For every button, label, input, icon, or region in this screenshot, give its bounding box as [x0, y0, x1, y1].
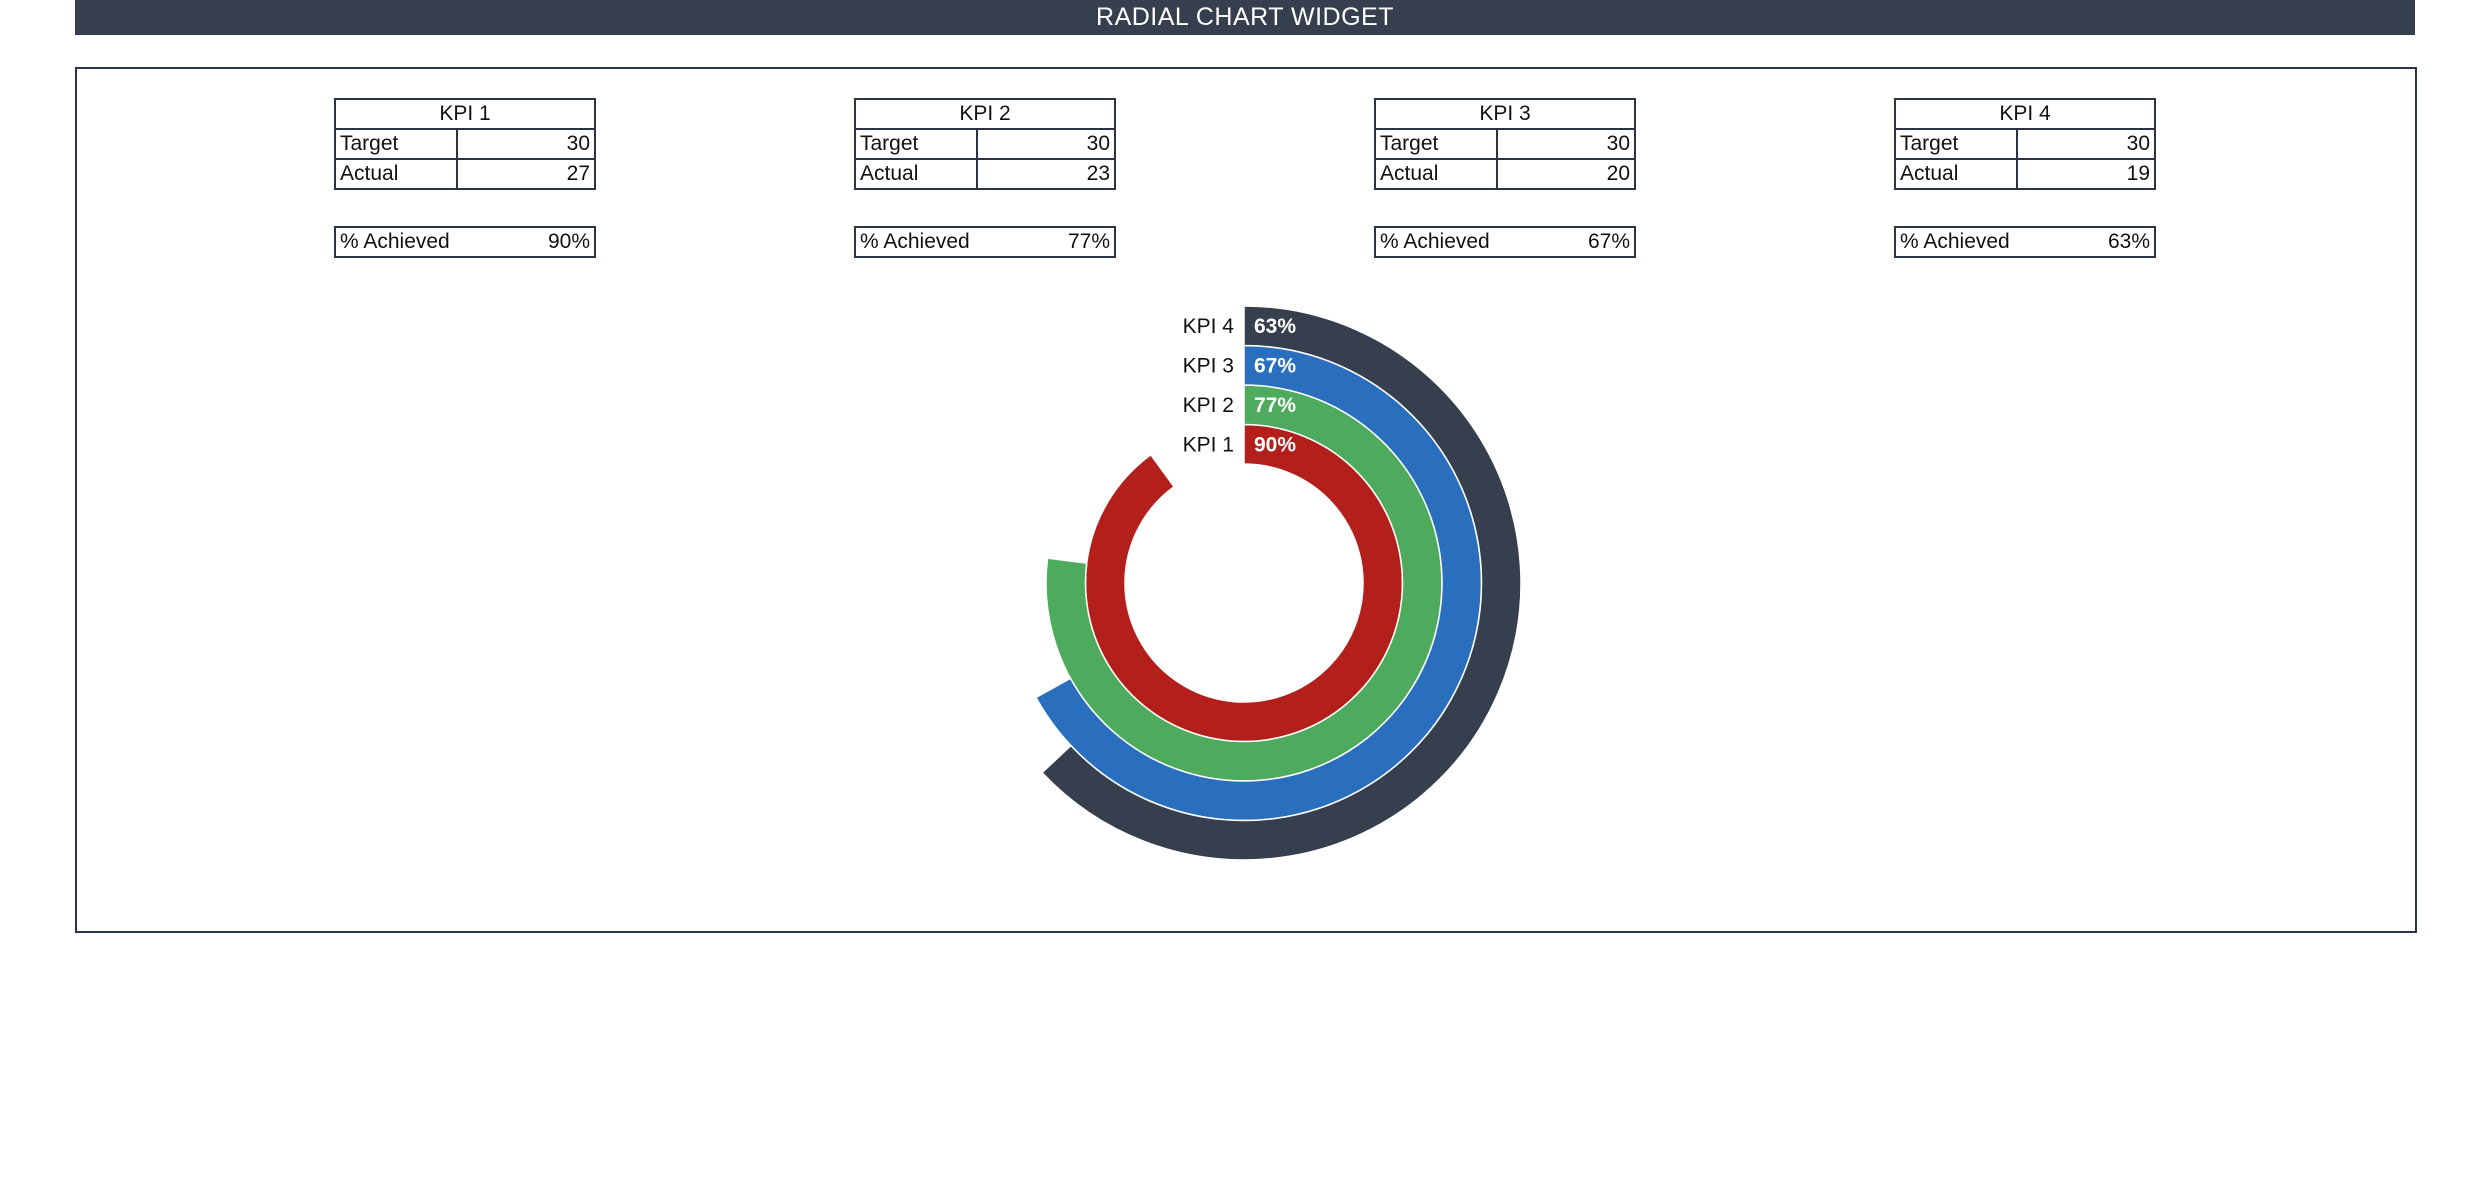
kpi-table: KPI 1 Target 30 Actual 27	[334, 98, 596, 190]
data-label-1: 90%	[1254, 433, 1296, 456]
achieved-value: 63%	[2107, 230, 2150, 253]
widget-frame	[75, 67, 2417, 933]
actual-label: Actual	[1374, 158, 1498, 190]
category-label-1: KPI 1	[1183, 433, 1234, 456]
target-label: Target	[1894, 128, 2018, 160]
data-label-4: 63%	[1254, 315, 1296, 338]
actual-value: 23	[976, 158, 1116, 190]
actual-value: 19	[2016, 158, 2156, 190]
kpi-table: KPI 2 Target 30 Actual 23	[854, 98, 1116, 190]
achieved-row: % Achieved 67%	[1374, 226, 1636, 258]
radial-bar-4	[1041, 305, 1522, 861]
kpi-card-2: KPI 2 Target 30 Actual 23 % Achieved 77%	[854, 98, 1116, 258]
achieved-row: % Achieved 90%	[334, 226, 596, 258]
target-value: 30	[2016, 128, 2156, 160]
kpi-name: KPI 4	[1894, 98, 2156, 130]
target-value: 30	[1496, 128, 1636, 160]
achieved-value: 90%	[547, 230, 590, 253]
achieved-row: % Achieved 63%	[1894, 226, 2156, 258]
kpi-name: KPI 3	[1374, 98, 1636, 130]
actual-label: Actual	[854, 158, 978, 190]
achieved-label: % Achieved	[1900, 230, 2010, 253]
kpi-card-3: KPI 3 Target 30 Actual 20 % Achieved 67%	[1374, 98, 1636, 258]
achieved-value: 77%	[1067, 230, 1110, 253]
achieved-label: % Achieved	[340, 230, 450, 253]
category-label-3: KPI 3	[1183, 354, 1234, 377]
kpi-table: KPI 3 Target 30 Actual 20	[1374, 98, 1636, 190]
data-label-2: 77%	[1254, 394, 1296, 417]
kpi-name: KPI 2	[854, 98, 1116, 130]
category-label-2: KPI 2	[1183, 394, 1234, 417]
achieved-label: % Achieved	[860, 230, 970, 253]
actual-label: Actual	[334, 158, 458, 190]
kpi-table: KPI 4 Target 30 Actual 19	[1894, 98, 2156, 190]
actual-value: 20	[1496, 158, 1636, 190]
achieved-row: % Achieved 77%	[854, 226, 1116, 258]
radial-bar-1	[1084, 423, 1404, 743]
data-label-3: 67%	[1254, 354, 1296, 377]
target-label: Target	[854, 128, 978, 160]
target-label: Target	[334, 128, 458, 160]
kpi-card-1: KPI 1 Target 30 Actual 27 % Achieved 90%	[334, 98, 596, 258]
kpi-card-4: KPI 4 Target 30 Actual 19 % Achieved 63%	[1894, 98, 2156, 258]
category-label-4: KPI 4	[1183, 315, 1235, 338]
kpi-name: KPI 1	[334, 98, 596, 130]
achieved-label: % Achieved	[1380, 230, 1490, 253]
target-value: 30	[456, 128, 596, 160]
target-value: 30	[976, 128, 1116, 160]
target-label: Target	[1374, 128, 1498, 160]
actual-label: Actual	[1894, 158, 2018, 190]
page-title: RADIAL CHART WIDGET	[1096, 3, 1394, 31]
title-bar: RADIAL CHART WIDGET	[75, 0, 2415, 35]
actual-value: 27	[456, 158, 596, 190]
achieved-value: 67%	[1587, 230, 1630, 253]
